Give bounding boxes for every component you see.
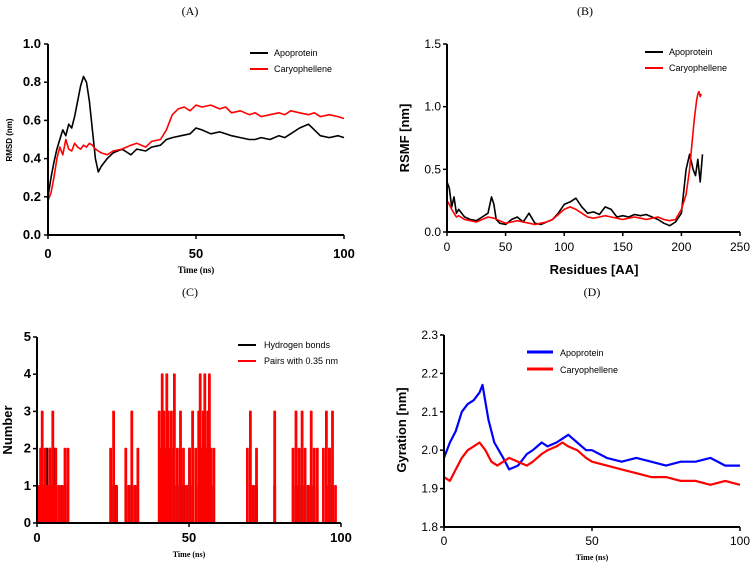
panel-a-ytick-label-3: 0.6 xyxy=(23,112,41,127)
panel-d-legend-caryophellene: Caryophellene xyxy=(560,365,618,375)
panel-a-series-caryophellene xyxy=(47,104,345,201)
panel-a-legend-apoprotein: Apoprotein xyxy=(274,48,318,58)
panel-b-ytick-label-1: 0.5 xyxy=(424,162,441,176)
panel-a-series-apoprotein xyxy=(47,75,345,197)
panel-a: (A) 0 50 100 0.0 0.2 0.4 0.6 0.8 1.0 Time (ns) R… xyxy=(5,4,355,275)
panel-c-legend-hbonds: Hydrogen bonds xyxy=(264,340,331,350)
panel-d-ylabel: Gyration [nm] xyxy=(394,387,409,472)
panel-a-xtick-label-2: 100 xyxy=(333,246,355,261)
panel-b-xtick-label-5: 250 xyxy=(730,240,750,254)
panel-b-xtick-label-2: 100 xyxy=(554,240,574,254)
panel-d-axes: 0 50 100 1.8 1.9 2.0 2.1 2.2 2.3 xyxy=(421,328,750,548)
panel-c-xtick-label-1: 50 xyxy=(182,530,196,545)
panel-b-legend-caryophellene: Caryophellene xyxy=(669,63,727,73)
panel-d-ytick-label-1: 1.9 xyxy=(421,482,438,496)
panel-b-xlabel: Residues [AA] xyxy=(550,262,639,277)
panel-d-xlabel: Time (ns) xyxy=(576,553,609,562)
panel-c-xlabel: Time (ns) xyxy=(173,550,206,559)
panel-d-legend-apoprotein: Apoprotein xyxy=(560,348,604,358)
panel-d-plot xyxy=(442,383,741,486)
panel-c-xtick-label-2: 100 xyxy=(330,530,352,545)
panel-d-ytick-label-5: 2.3 xyxy=(421,328,438,342)
panel-a-xlabel: Time (ns) xyxy=(178,265,215,275)
panel-c-ytick-label-4: 4 xyxy=(24,366,32,381)
panel-d-series-apoprotein xyxy=(442,383,740,471)
panel-b-ylabel: RSMF [nm] xyxy=(397,104,412,173)
panel-a-ytick-label-1: 0.2 xyxy=(23,189,41,204)
panel-a-ytick-label-4: 0.8 xyxy=(23,74,41,89)
panel-a-ytick-label-0: 0.0 xyxy=(23,227,41,242)
panel-b-series-apoprotein xyxy=(446,153,704,227)
panel-d-ytick-label-0: 1.8 xyxy=(421,520,438,534)
panel-b-ytick-label-3: 1.5 xyxy=(424,37,441,51)
panel-c-ytick-label-2: 2 xyxy=(24,441,31,456)
panel-c-ylabel: Number xyxy=(0,405,15,454)
panel-b-series-caryophellene xyxy=(446,90,703,226)
panel-a-ytick-label-5: 1.0 xyxy=(23,36,41,51)
panel-c-ytick-label-3: 3 xyxy=(24,403,31,418)
panel-c-series-pairs-with-0-35-nm xyxy=(37,373,337,523)
panel-a-xtick-label-1: 50 xyxy=(189,246,203,261)
panel-b-xtick-label-4: 200 xyxy=(671,240,691,254)
panel-a-plot xyxy=(47,75,345,201)
panel-c-legend-pairs: Pairs with 0.35 nm xyxy=(264,356,338,366)
panel-d: (D) 0 50 100 1.8 1.9 2.0 2.1 2.2 2.3 Time (ns) G… xyxy=(394,285,750,562)
panel-d-xtick-label-0: 0 xyxy=(441,534,448,548)
panel-a-ylabel: RMSD (nm) xyxy=(5,118,14,161)
panel-b-legend-apoprotein: Apoprotein xyxy=(669,47,713,57)
panel-a-xtick-label-0: 0 xyxy=(44,246,51,261)
panel-a-label: (A) xyxy=(182,4,199,18)
panel-c-ytick-label-5: 5 xyxy=(24,329,31,344)
panel-b-ytick-label-2: 1.0 xyxy=(424,100,441,114)
panel-c-ytick-label-0: 0 xyxy=(24,515,31,530)
panel-a-axes: 0 50 100 0.0 0.2 0.4 0.6 0.8 1.0 xyxy=(23,36,355,261)
panel-c-xtick-label-0: 0 xyxy=(33,530,40,545)
panel-c-plot xyxy=(37,373,337,523)
panel-b-xtick-label-3: 150 xyxy=(613,240,633,254)
panel-d-legend: Apoprotein Caryophellene xyxy=(527,348,618,375)
panel-d-label: (D) xyxy=(584,285,601,299)
panel-a-ytick-label-2: 0.4 xyxy=(23,151,42,166)
panel-d-xtick-label-2: 100 xyxy=(730,534,750,548)
panel-c-ytick-label-1: 1 xyxy=(24,478,31,493)
panel-d-series-caryophellene xyxy=(443,441,741,486)
panel-b-axes: 0 50 100 150 200 250 0.0 0.5 1.0 1.5 xyxy=(424,37,750,254)
panel-b-xtick-label-1: 50 xyxy=(499,240,513,254)
panel-b-plot xyxy=(446,90,704,227)
panel-b-ytick-label-0: 0.0 xyxy=(424,225,441,239)
panel-d-ytick-label-4: 2.2 xyxy=(421,366,438,380)
panel-b-xtick-label-0: 0 xyxy=(444,240,451,254)
panel-b: (B) 0 50 100 150 200 250 0.0 0.5 1.0 1.5 Residues… xyxy=(397,4,750,277)
panel-d-ytick-label-2: 2.0 xyxy=(421,443,438,457)
panel-a-legend: Apoprotein Caryophellene xyxy=(250,48,332,74)
panel-c-axes: 0 50 100 0 1 2 3 4 5 xyxy=(24,329,352,545)
panel-c-legend: Hydrogen bonds Pairs with 0.35 nm xyxy=(238,340,338,366)
panel-d-ytick-label-3: 2.1 xyxy=(421,405,438,419)
panel-b-legend: Apoprotein Caryophellene xyxy=(645,47,727,73)
panel-c: (C) 0 50 100 0 1 2 3 4 5 Time (ns) Number Hydrog… xyxy=(0,285,352,559)
panel-c-label: (C) xyxy=(182,285,198,299)
panel-d-xtick-label-1: 50 xyxy=(585,534,599,548)
panel-a-legend-caryophellene: Caryophellene xyxy=(274,64,332,74)
panel-b-label: (B) xyxy=(577,4,593,18)
